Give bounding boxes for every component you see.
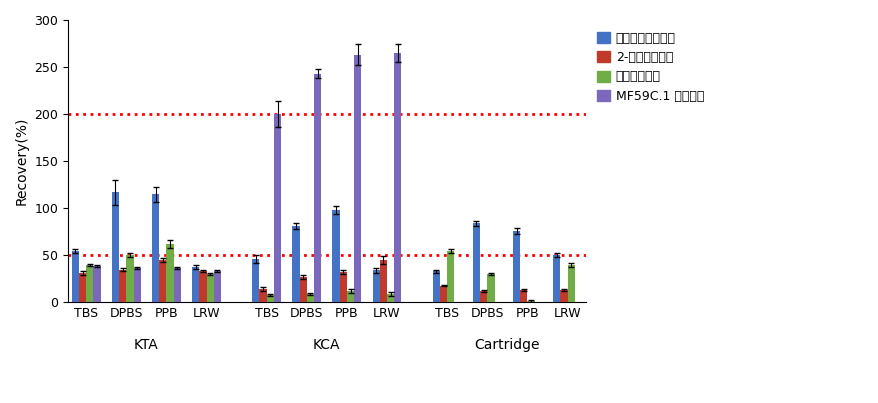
Bar (199, 271, 206, 303)
Bar (112, 192, 119, 303)
Bar (126, 256, 133, 303)
Bar (372, 270, 379, 303)
Bar (379, 260, 386, 303)
Bar (159, 260, 166, 303)
Bar (552, 256, 559, 303)
Bar (332, 210, 339, 303)
Bar (266, 295, 274, 303)
Bar (259, 289, 266, 303)
Bar (567, 265, 574, 303)
Bar (347, 291, 354, 303)
Bar (559, 290, 567, 303)
Text: Cartridge: Cartridge (474, 338, 539, 352)
Bar (394, 53, 401, 303)
Bar (313, 74, 320, 303)
Bar (119, 270, 126, 303)
Bar (72, 251, 79, 303)
Bar (339, 272, 347, 303)
Bar (299, 277, 306, 303)
Bar (192, 267, 199, 303)
Bar (354, 55, 361, 303)
Text: KTA: KTA (133, 338, 159, 352)
Bar (166, 244, 174, 303)
Legend: 수산화알루미늄겔, 2-페녹시에탄올, 포름알데히드, MF59C.1 어쥬번트: 수산화알루미늄겔, 2-페녹시에탄올, 포름알데히드, MF59C.1 어쥬번트 (596, 32, 703, 103)
Bar (133, 268, 140, 303)
Bar (93, 266, 100, 303)
Bar (206, 274, 213, 303)
Bar (213, 271, 220, 303)
Bar (152, 194, 159, 303)
Bar (86, 265, 93, 303)
Bar (174, 268, 181, 303)
Bar (306, 294, 313, 303)
Bar (274, 114, 281, 303)
Bar (513, 231, 520, 303)
Text: KCA: KCA (313, 338, 341, 352)
Bar (479, 291, 486, 303)
Bar (386, 294, 394, 303)
Bar (486, 274, 494, 303)
Bar (440, 285, 447, 303)
Bar (292, 226, 299, 303)
Bar (252, 259, 259, 303)
Y-axis label: Recovery(%): Recovery(%) (15, 117, 29, 206)
Bar (472, 223, 479, 303)
Bar (79, 273, 86, 303)
Bar (432, 271, 440, 303)
Bar (527, 301, 534, 303)
Bar (447, 251, 454, 303)
Bar (520, 290, 527, 303)
